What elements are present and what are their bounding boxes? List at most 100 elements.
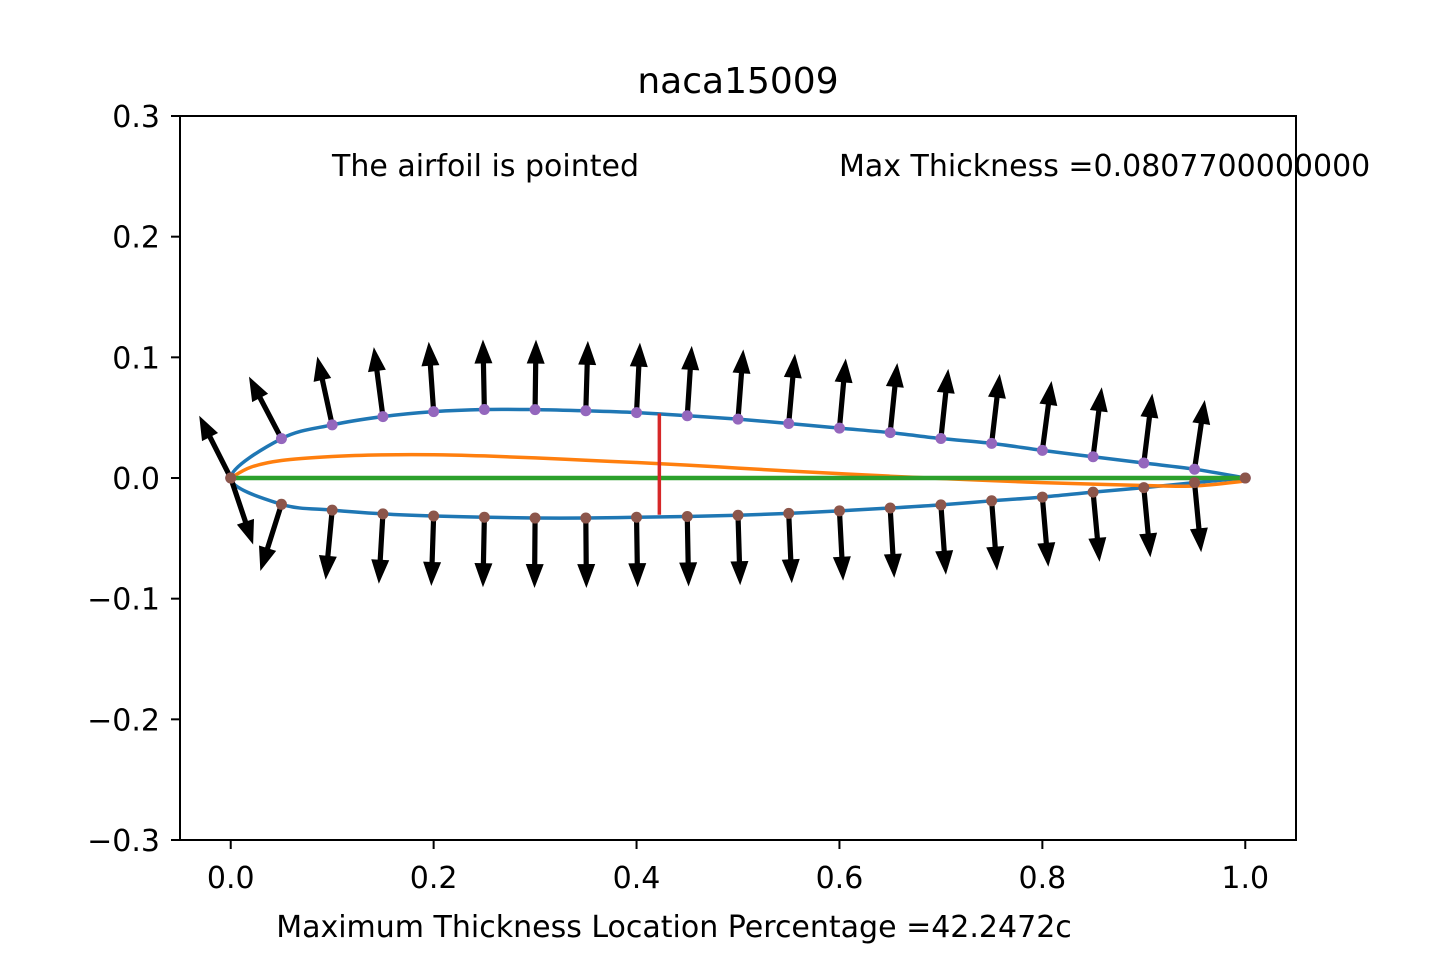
upper-normal-arrow	[421, 341, 440, 412]
y-tick-label: −0.3	[87, 824, 160, 859]
lower-normal-arrow	[474, 517, 493, 588]
lower-point	[833, 505, 845, 517]
upper-point	[580, 405, 592, 417]
lower-normal-arrow	[1037, 496, 1056, 567]
lower-normal-arrow	[259, 503, 284, 572]
upper-normal-arrow	[1140, 393, 1159, 464]
x-tick-label: 0.6	[816, 861, 864, 896]
upper-normal-arrow	[249, 376, 284, 440]
lower-point	[681, 510, 693, 522]
y-tick-label: −0.2	[87, 703, 160, 738]
upper-normal-arrow	[1039, 380, 1058, 451]
upper-point	[783, 417, 795, 429]
upper-normal-arrow	[783, 353, 802, 424]
lower-point	[1138, 482, 1150, 494]
upper-point	[833, 422, 845, 434]
lower-point	[1239, 472, 1251, 484]
lower-point	[377, 508, 389, 520]
lower-point	[478, 511, 490, 523]
upper-point	[935, 433, 947, 445]
x-axis-label: Maximum Thickness Location Percentage =4…	[276, 910, 1072, 945]
lower-normal-arrow	[628, 517, 647, 588]
upper-point	[529, 404, 541, 416]
lower-point	[1087, 486, 1099, 498]
upper-point	[732, 413, 744, 425]
y-axis-ticks: −0.3 −0.2 −0.1 0.0 0.1 0.2 0.3	[87, 100, 180, 859]
x-tick-label: 0.4	[613, 861, 661, 896]
lower-point	[326, 504, 338, 516]
upper-normal-arrow	[526, 339, 545, 410]
upper-point	[986, 437, 998, 449]
upper-point	[884, 427, 896, 439]
lower-normal-arrow	[679, 516, 698, 587]
lower-point	[529, 512, 541, 524]
upper-point	[681, 410, 693, 422]
upper-normal-arrow	[834, 358, 853, 429]
upper-point	[428, 406, 440, 418]
upper-point	[1036, 444, 1048, 456]
y-tick-label: 0.0	[112, 462, 160, 497]
lower-normal-arrow	[832, 510, 851, 581]
upper-point	[1138, 457, 1150, 469]
lower-point	[732, 509, 744, 521]
upper-normal-arrow	[313, 356, 335, 426]
lower-normal-arrow	[781, 513, 800, 584]
lower-normal-arrow	[228, 477, 254, 545]
lower-point	[631, 511, 643, 523]
camber-line	[229, 452, 1246, 488]
lower-normal-arrow	[525, 518, 544, 589]
lower-point	[275, 498, 287, 510]
lower-point	[935, 499, 947, 511]
x-tick-label: 0.0	[207, 861, 255, 896]
upper-normal-arrow	[732, 349, 751, 420]
lower-normal-arrow	[1139, 487, 1158, 558]
x-tick-label: 0.8	[1019, 861, 1067, 896]
upper-normal-arrow	[629, 342, 648, 413]
annotation-max-thickness: Max Thickness =0.0807700000000	[839, 149, 1370, 184]
lower-normal-arrow	[1189, 482, 1208, 553]
lower-point	[986, 495, 998, 507]
upper-point	[478, 403, 490, 415]
upper-normal-arrow	[1089, 387, 1108, 458]
lower-point	[580, 512, 592, 524]
upper-normal-arrow	[199, 415, 234, 480]
upper-normal-arrow	[988, 373, 1006, 444]
lower-point	[225, 472, 237, 484]
y-tick-label: 0.2	[112, 221, 160, 256]
x-tick-label: 1.0	[1221, 861, 1269, 896]
lower-point	[783, 507, 795, 519]
lower-normal-arrow	[423, 515, 442, 586]
lower-normal-arrow	[318, 509, 337, 580]
x-tick-label: 0.2	[410, 861, 458, 896]
lower-point	[1189, 477, 1201, 489]
lower-normal-arrow	[935, 504, 954, 575]
lower-point	[884, 502, 896, 514]
upper-normal-arrow	[578, 340, 597, 411]
lower-normal-arrow	[730, 515, 749, 586]
upper-normal-arrow	[936, 368, 955, 439]
upper-normal-arrow	[368, 347, 386, 417]
chart-title: naca15009	[637, 61, 838, 102]
lower-normal-arrow	[883, 507, 902, 578]
y-tick-label: 0.3	[112, 100, 160, 135]
x-axis-ticks: 0.0 0.2 0.4 0.6 0.8 1.0	[207, 840, 1269, 896]
upper-normal-arrow	[681, 345, 700, 416]
upper-point	[275, 433, 287, 445]
lower-normal-arrow	[1088, 491, 1107, 562]
upper-point	[326, 419, 338, 431]
plot-content	[199, 339, 1251, 589]
lower-normal-arrow	[577, 518, 596, 589]
y-tick-label: 0.1	[112, 341, 160, 376]
upper-point	[1189, 463, 1201, 475]
annotation-pointed: The airfoil is pointed	[331, 149, 639, 184]
y-tick-label: −0.1	[87, 583, 160, 618]
upper-normal-arrow	[474, 339, 493, 410]
lower-normal-arrow	[371, 513, 390, 584]
upper-point	[631, 407, 643, 419]
upper-normal-arrow	[885, 362, 904, 433]
upper-point	[377, 411, 389, 423]
upper-point	[1087, 451, 1099, 463]
upper-normal-arrow	[1191, 399, 1211, 470]
lower-normal-arrow	[986, 500, 1005, 571]
